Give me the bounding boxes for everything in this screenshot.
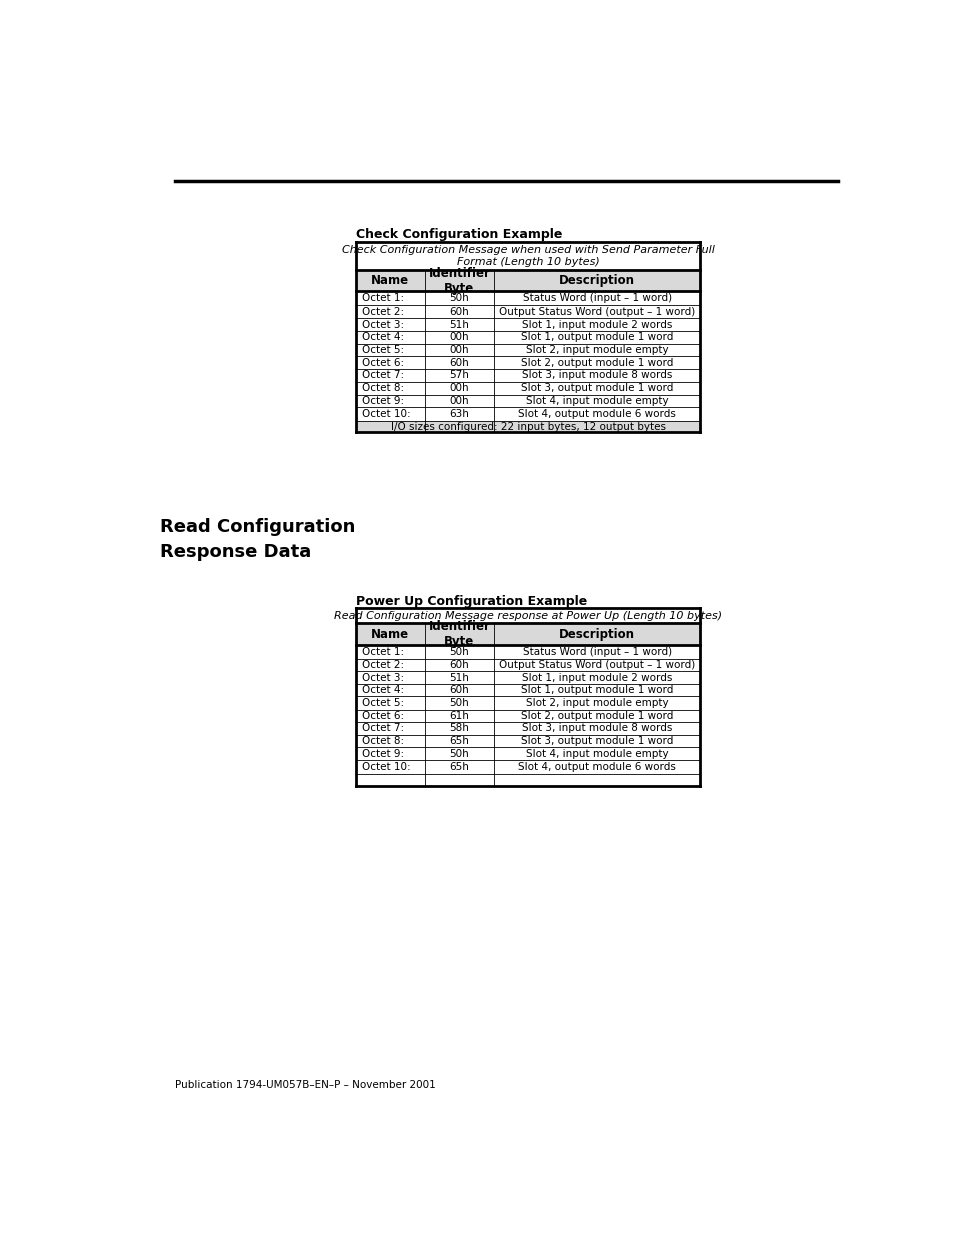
Text: 51h: 51h (449, 320, 469, 330)
Text: Octet 9:: Octet 9: (361, 748, 403, 758)
Text: 60h: 60h (449, 358, 469, 368)
Text: Octet 2:: Octet 2: (361, 659, 403, 669)
Text: Octet 5:: Octet 5: (361, 698, 403, 708)
Text: 60h: 60h (449, 306, 469, 317)
Text: Check Configuration Message when used with Send Parameter Full
Format (Length 10: Check Configuration Message when used wi… (341, 245, 714, 267)
Text: 00h: 00h (449, 395, 469, 406)
Text: Name: Name (371, 274, 409, 288)
Text: Slot 1, output module 1 word: Slot 1, output module 1 word (520, 332, 673, 342)
Text: Read Configuration
Response Data: Read Configuration Response Data (160, 517, 355, 561)
Text: 60h: 60h (449, 659, 469, 669)
Text: Slot 3, output module 1 word: Slot 3, output module 1 word (520, 736, 673, 746)
Bar (355, 421, 700, 432)
Text: 50h: 50h (449, 748, 469, 758)
Text: Power Up Configuration Example: Power Up Configuration Example (355, 595, 586, 608)
Text: Octet 7:: Octet 7: (361, 370, 403, 380)
Text: Octet 6:: Octet 6: (361, 710, 403, 721)
Text: Octet 1:: Octet 1: (361, 294, 403, 304)
Text: 50h: 50h (449, 698, 469, 708)
Text: Octet 5:: Octet 5: (361, 345, 403, 354)
Text: Output Status Word (output – 1 word): Output Status Word (output – 1 word) (498, 659, 695, 669)
Text: 57h: 57h (449, 370, 469, 380)
Text: 50h: 50h (449, 647, 469, 657)
Text: Status Word (input – 1 word): Status Word (input – 1 word) (522, 294, 671, 304)
Text: Publication 1794-UM057B–EN–P – November 2001: Publication 1794-UM057B–EN–P – November … (174, 1079, 435, 1091)
Bar (355, 608, 700, 624)
Text: Description: Description (558, 627, 635, 641)
Text: Slot 4, output module 6 words: Slot 4, output module 6 words (517, 409, 676, 419)
Text: I/O sizes configured: 22 input bytes, 12 output bytes: I/O sizes configured: 22 input bytes, 12… (390, 421, 665, 431)
Text: 58h: 58h (449, 724, 469, 734)
Text: Slot 1, output module 1 word: Slot 1, output module 1 word (520, 685, 673, 695)
Text: 50h: 50h (449, 294, 469, 304)
Text: Octet 9:: Octet 9: (361, 395, 403, 406)
Text: Slot 4, input module empty: Slot 4, input module empty (525, 395, 668, 406)
Text: 63h: 63h (449, 409, 469, 419)
Text: Octet 10:: Octet 10: (361, 762, 410, 772)
Text: Octet 10:: Octet 10: (361, 409, 410, 419)
Text: Octet 2:: Octet 2: (361, 306, 403, 317)
Text: Octet 3:: Octet 3: (361, 673, 403, 683)
Text: Octet 3:: Octet 3: (361, 320, 403, 330)
Text: Read Configuration Message response at Power Up (Length 10 bytes): Read Configuration Message response at P… (334, 610, 721, 621)
Text: Octet 8:: Octet 8: (361, 383, 403, 393)
Text: Slot 2, input module empty: Slot 2, input module empty (525, 345, 668, 354)
Text: 00h: 00h (449, 332, 469, 342)
Text: Description: Description (558, 274, 635, 288)
Text: 00h: 00h (449, 383, 469, 393)
Text: Octet 4:: Octet 4: (361, 332, 403, 342)
Text: Slot 3, output module 1 word: Slot 3, output module 1 word (520, 383, 673, 393)
Bar (355, 624, 700, 645)
Text: Check Configuration Example: Check Configuration Example (355, 227, 561, 241)
Text: 00h: 00h (449, 345, 469, 354)
Text: Octet 1:: Octet 1: (361, 647, 403, 657)
Text: 51h: 51h (449, 673, 469, 683)
Text: Slot 3, input module 8 words: Slot 3, input module 8 words (521, 370, 672, 380)
Bar (355, 270, 700, 291)
Text: Output Status Word (output – 1 word): Output Status Word (output – 1 word) (498, 306, 695, 317)
Text: Slot 4, input module empty: Slot 4, input module empty (525, 748, 668, 758)
Text: 65h: 65h (449, 736, 469, 746)
Text: Octet 8:: Octet 8: (361, 736, 403, 746)
Text: Slot 2, output module 1 word: Slot 2, output module 1 word (520, 710, 673, 721)
Text: Octet 4:: Octet 4: (361, 685, 403, 695)
Text: 61h: 61h (449, 710, 469, 721)
Text: Octet 7:: Octet 7: (361, 724, 403, 734)
Text: 60h: 60h (449, 685, 469, 695)
Text: Identifier
Byte: Identifier Byte (428, 267, 490, 295)
Text: Slot 3, input module 8 words: Slot 3, input module 8 words (521, 724, 672, 734)
Text: Slot 2, input module empty: Slot 2, input module empty (525, 698, 668, 708)
Bar (355, 242, 700, 270)
Text: 65h: 65h (449, 762, 469, 772)
Text: Octet 6:: Octet 6: (361, 358, 403, 368)
Text: Slot 1, input module 2 words: Slot 1, input module 2 words (521, 320, 672, 330)
Text: Slot 1, input module 2 words: Slot 1, input module 2 words (521, 673, 672, 683)
Text: Slot 4, output module 6 words: Slot 4, output module 6 words (517, 762, 676, 772)
Text: Status Word (input – 1 word): Status Word (input – 1 word) (522, 647, 671, 657)
Text: Slot 2, output module 1 word: Slot 2, output module 1 word (520, 358, 673, 368)
Text: Name: Name (371, 627, 409, 641)
Text: Identifier
Byte: Identifier Byte (428, 620, 490, 648)
